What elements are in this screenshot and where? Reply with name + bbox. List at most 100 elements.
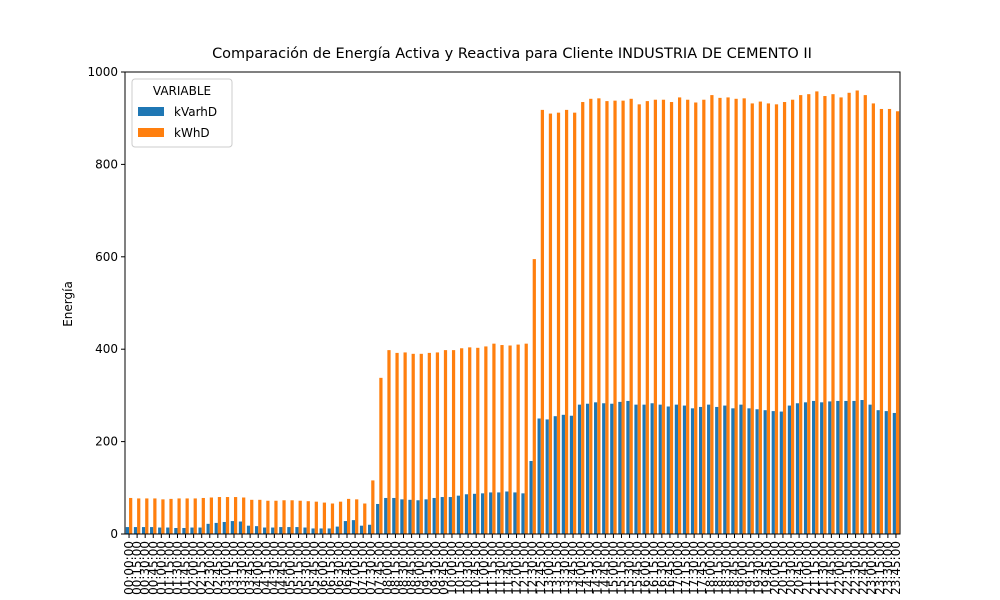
bar xyxy=(879,108,884,535)
bar xyxy=(311,528,315,534)
y-axis-label: Energía xyxy=(61,281,75,327)
bar xyxy=(319,528,323,534)
bar xyxy=(831,94,835,535)
x-tick-label: 14:30:00 xyxy=(590,541,604,595)
plot-frame xyxy=(124,71,901,535)
bar xyxy=(629,98,633,535)
bar xyxy=(271,527,275,534)
bar xyxy=(839,97,843,534)
bar xyxy=(755,409,759,534)
x-tick-label: 16:30:00 xyxy=(655,541,669,595)
bar xyxy=(807,94,811,535)
bar xyxy=(564,109,569,534)
x-tick-label: 16:15:00 xyxy=(647,541,661,595)
bar xyxy=(206,523,210,534)
bar xyxy=(860,400,864,534)
bar xyxy=(158,527,162,534)
bar xyxy=(710,95,714,534)
bar xyxy=(750,103,754,534)
x-tick-label: 03:15:00 xyxy=(227,541,241,595)
x-tick-label: 02:30:00 xyxy=(203,541,217,595)
bar xyxy=(645,101,649,534)
bar xyxy=(395,352,399,534)
bar xyxy=(338,501,343,534)
bar xyxy=(876,410,880,534)
x-tick-label: 19:15:00 xyxy=(744,541,758,595)
x-tick-label: 02:15:00 xyxy=(195,541,209,595)
bar xyxy=(556,112,561,534)
bar xyxy=(613,100,617,535)
x-tick-label: 14:00:00 xyxy=(574,541,588,595)
bar xyxy=(726,97,730,534)
x-tick-label: 03:00:00 xyxy=(219,541,233,595)
bar xyxy=(287,527,291,534)
x-tick-label: 09:00:00 xyxy=(413,541,427,595)
bar xyxy=(545,419,549,534)
bar xyxy=(153,498,157,534)
bar xyxy=(718,97,722,534)
bar xyxy=(577,404,582,534)
x-tick-label: 07:00:00 xyxy=(348,541,362,595)
bar xyxy=(569,415,574,534)
x-tick-label: 04:45:00 xyxy=(275,541,289,595)
x-tick-label: 01:45:00 xyxy=(179,541,193,595)
bar xyxy=(540,109,544,534)
bars xyxy=(125,90,900,535)
x-tick-label: 09:45:00 xyxy=(437,541,451,595)
bar xyxy=(702,99,706,534)
x-tick-label: 22:45:00 xyxy=(857,541,871,595)
bar xyxy=(618,401,622,534)
x-tick-label: 15:15:00 xyxy=(614,541,628,595)
bar xyxy=(782,102,787,534)
bar xyxy=(129,497,133,534)
x-tick-label: 02:00:00 xyxy=(187,541,201,595)
x-tick-label: 02:45:00 xyxy=(211,541,225,595)
bar xyxy=(548,113,553,534)
bar xyxy=(306,501,310,534)
x-tick-label: 11:45:00 xyxy=(501,541,515,595)
x-tick-label: 22:00:00 xyxy=(832,541,846,595)
bar xyxy=(408,499,412,534)
bar xyxy=(472,493,477,534)
bar xyxy=(435,352,440,534)
x-tick-label: 12:15:00 xyxy=(518,541,532,595)
bar xyxy=(217,497,222,534)
x-tick-label: 20:30:00 xyxy=(784,541,798,595)
legend-label: kWhD xyxy=(174,126,210,140)
y-tick-label: 0 xyxy=(110,527,118,541)
bar xyxy=(351,520,356,534)
bar xyxy=(690,408,695,534)
bar xyxy=(384,497,388,534)
bar xyxy=(133,527,138,534)
x-tick-label: 11:30:00 xyxy=(493,541,507,595)
bar xyxy=(367,524,372,534)
bar xyxy=(400,499,404,534)
bar xyxy=(258,499,262,534)
x-tick-label: 01:30:00 xyxy=(170,541,184,595)
bar xyxy=(605,101,609,534)
bar xyxy=(190,527,194,534)
bar xyxy=(674,404,678,534)
bar xyxy=(823,96,827,535)
bar xyxy=(411,353,415,534)
bar xyxy=(731,408,735,534)
bar xyxy=(739,404,743,534)
bar xyxy=(863,95,867,534)
x-tick-label: 08:45:00 xyxy=(405,541,419,595)
bar xyxy=(177,498,181,534)
bar xyxy=(787,405,792,534)
bar xyxy=(815,91,819,535)
bar xyxy=(125,527,130,534)
bar xyxy=(460,348,464,534)
x-tick-label: 03:45:00 xyxy=(243,541,257,595)
bar xyxy=(637,104,641,534)
x-tick-label: 00:30:00 xyxy=(138,541,152,595)
bar xyxy=(803,402,808,534)
x-tick-label: 19:30:00 xyxy=(752,541,766,595)
bar xyxy=(295,527,299,534)
x-tick-label: 13:15:00 xyxy=(550,541,564,595)
y-tick-label: 600 xyxy=(95,250,118,264)
y-tick-label: 1000 xyxy=(87,65,118,79)
bar xyxy=(274,500,278,534)
